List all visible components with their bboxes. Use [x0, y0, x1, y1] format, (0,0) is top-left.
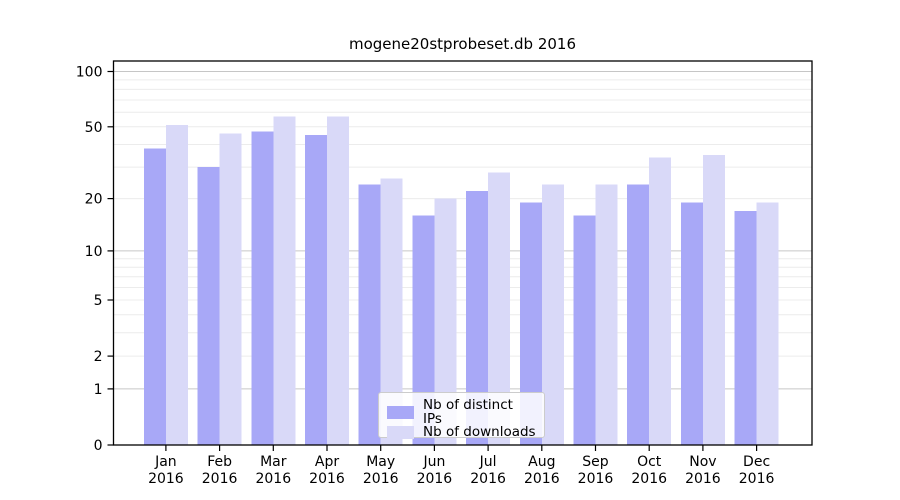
x-tick-label-month: Dec — [743, 454, 770, 470]
x-tick-label-year: 2016 — [470, 471, 506, 487]
x-tick-label-month: Oct — [637, 454, 662, 470]
bar-distinct-ips-oct — [627, 184, 650, 445]
x-tick-label-year: 2016 — [202, 471, 238, 487]
bar-downloads-jul — [488, 172, 511, 445]
x-tick-label-month: Mar — [260, 454, 287, 470]
y-tick-label: 20 — [85, 192, 103, 208]
legend-swatch-distinct-ips — [387, 406, 414, 419]
x-tick-label-year: 2016 — [363, 471, 399, 487]
axes-frame — [112, 60, 813, 446]
bar-distinct-ips-sep — [573, 215, 596, 445]
x-tick-label-year: 2016 — [417, 471, 453, 487]
y-tick-label: 2 — [94, 349, 103, 365]
x-tick-label-month: Apr — [315, 454, 339, 470]
x-tick-label-year: 2016 — [739, 471, 775, 487]
bar-distinct-ips-mar — [251, 131, 274, 445]
bar-distinct-ips-jul — [466, 191, 489, 445]
legend-item-downloads: Nb of downloads — [387, 424, 536, 440]
x-tick-label-month: Sep — [582, 454, 609, 470]
x-tick-label-month: Jan — [154, 454, 177, 470]
x-tick-label-month: Jul — [479, 454, 497, 470]
y-tick-label: 10 — [85, 244, 103, 260]
bar-downloads-sep — [595, 184, 618, 445]
x-tick-label-month: May — [366, 454, 395, 470]
bar-downloads-nov — [702, 155, 725, 445]
y-tick-label: 1 — [94, 382, 103, 398]
x-tick-label-year: 2016 — [578, 471, 614, 487]
x-tick-label-year: 2016 — [309, 471, 345, 487]
y-tick-label: 50 — [85, 120, 103, 136]
x-tick-label-month: Nov — [689, 454, 716, 470]
x-tick-label-year: 2016 — [148, 471, 184, 487]
x-tick-label-year: 2016 — [524, 471, 560, 487]
legend-label-distinct-ips: Nb of distinct IPs — [423, 397, 513, 427]
bar-downloads-jun — [434, 198, 457, 445]
y-tick-label: 5 — [94, 293, 103, 309]
legend-item-distinct-ips: Nb of distinct IPs — [387, 397, 536, 427]
chart-title: mogene20stprobeset.db 2016 — [348, 35, 577, 53]
bar-downloads-oct — [649, 157, 672, 446]
x-tick-label-year: 2016 — [685, 471, 721, 487]
bar-distinct-ips-aug — [519, 202, 542, 445]
bar-downloads-apr — [327, 116, 349, 446]
x-tick-label-month: Aug — [528, 454, 555, 470]
y-tick-label: 100 — [76, 65, 103, 81]
legend-swatch-downloads — [387, 426, 414, 440]
bar-downloads-jan — [165, 125, 188, 445]
bar-downloads-aug — [541, 184, 564, 445]
x-tick-label-month: Feb — [207, 454, 232, 470]
bar-distinct-ips-apr — [305, 135, 327, 445]
bar-distinct-ips-may — [358, 184, 381, 445]
bar-downloads-may — [380, 178, 403, 446]
legend: Nb of distinct IPs Nb of downloads — [378, 392, 545, 440]
bar-distinct-ips-jan — [143, 148, 166, 445]
bar-distinct-ips-feb — [197, 167, 220, 445]
x-tick-label-year: 2016 — [255, 471, 291, 487]
bar-distinct-ips-nov — [680, 202, 703, 445]
x-tick-label-month: Jun — [422, 454, 445, 470]
bar-downloads-feb — [219, 133, 242, 445]
bar-downloads-dec — [756, 202, 779, 445]
bar-distinct-ips-jun — [412, 215, 435, 445]
x-tick-label-year: 2016 — [631, 471, 667, 487]
bar-distinct-ips-dec — [734, 211, 757, 445]
y-tick-label: 0 — [94, 438, 103, 454]
bar-downloads-mar — [273, 116, 296, 446]
legend-label-downloads: Nb of downloads — [423, 424, 536, 440]
